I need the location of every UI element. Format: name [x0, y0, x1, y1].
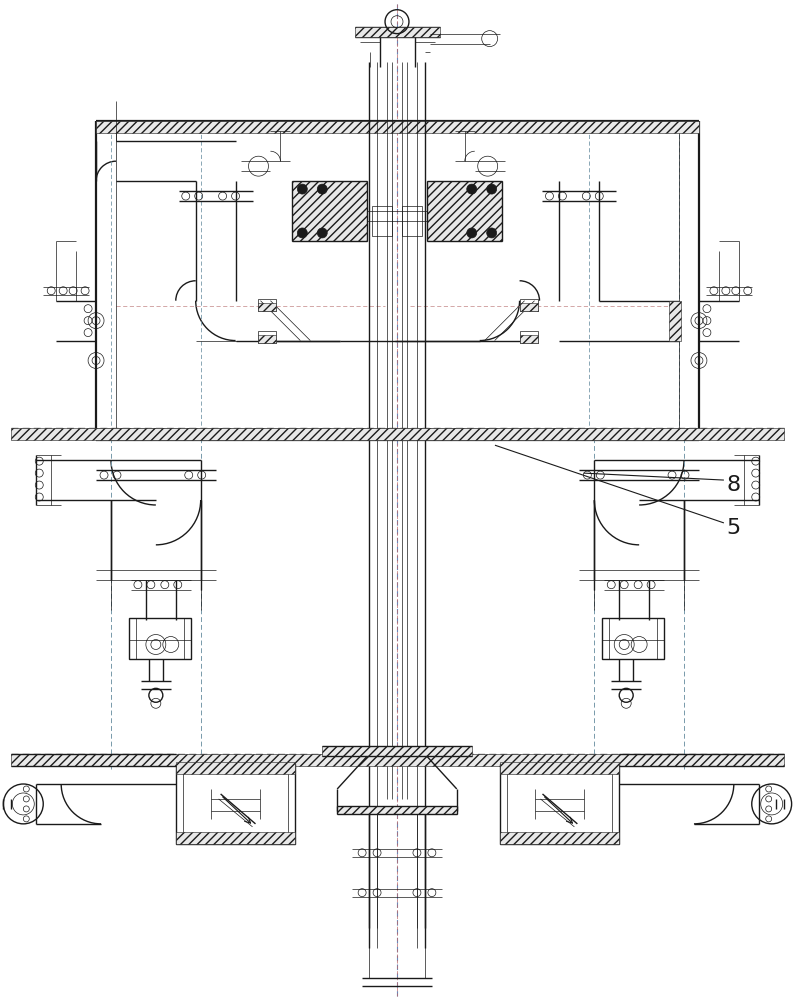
Bar: [402, 206, 422, 236]
Bar: [176, 832, 296, 844]
Bar: [372, 206, 392, 236]
Bar: [520, 299, 537, 311]
Bar: [11, 754, 784, 766]
Bar: [669, 301, 681, 341]
Bar: [96, 428, 699, 440]
Circle shape: [317, 228, 328, 238]
Bar: [520, 335, 537, 343]
Circle shape: [487, 184, 497, 194]
Bar: [129, 618, 191, 659]
Bar: [258, 299, 277, 311]
Bar: [499, 762, 619, 774]
Bar: [603, 618, 664, 659]
Bar: [176, 762, 296, 774]
Bar: [427, 181, 502, 241]
Bar: [258, 303, 277, 311]
Bar: [520, 331, 537, 343]
Circle shape: [297, 228, 308, 238]
Bar: [520, 303, 537, 311]
Bar: [293, 181, 367, 241]
Circle shape: [317, 184, 328, 194]
Bar: [176, 764, 296, 844]
Bar: [96, 121, 699, 133]
Circle shape: [487, 228, 497, 238]
Bar: [499, 832, 619, 844]
Bar: [499, 764, 619, 844]
Circle shape: [467, 184, 477, 194]
Bar: [322, 746, 471, 756]
Bar: [11, 428, 784, 440]
Circle shape: [467, 228, 477, 238]
Text: 8: 8: [727, 475, 740, 495]
Bar: [355, 27, 440, 37]
Bar: [337, 806, 457, 814]
Text: 5: 5: [727, 518, 740, 538]
Bar: [258, 335, 277, 343]
Bar: [258, 331, 277, 343]
Circle shape: [297, 184, 308, 194]
